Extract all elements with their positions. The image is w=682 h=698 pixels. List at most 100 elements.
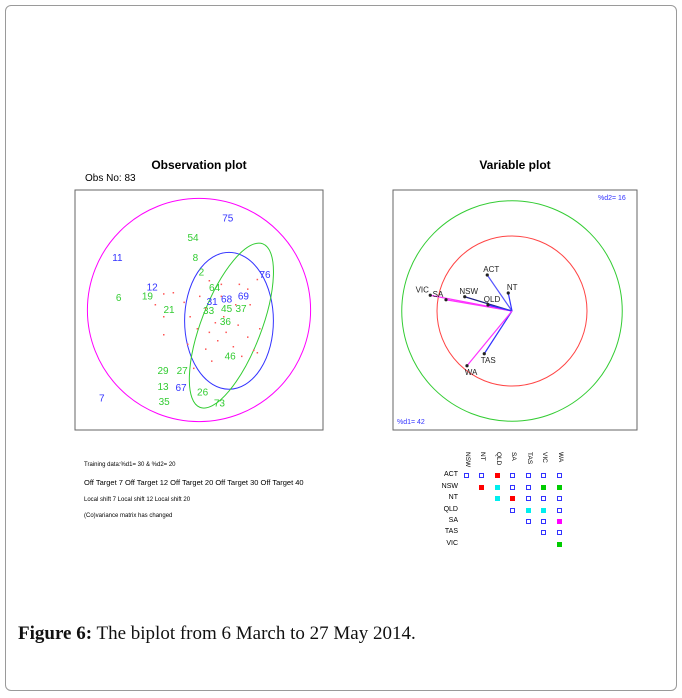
vector-label: NSW [459,287,478,296]
observation-point [247,336,249,338]
matrix-cell-green [557,485,562,490]
training-note: Training data:%d1= 30 & %d2= 20 [84,462,176,468]
matrix-col-label: NT [479,452,486,461]
vector-head [463,295,467,299]
observation-label: 69 [238,292,250,303]
observation-point [256,278,259,281]
observation-point [220,283,223,286]
matrix-cell-red [479,485,484,490]
vector-label: WA [465,368,478,377]
observation-point [205,307,207,310]
matrix-col-label: VIC [541,452,548,463]
d2-annotation: %d2= 16 [598,195,626,202]
vector-label: SA [433,290,444,299]
observation-point [232,346,235,348]
vector-head [465,364,469,368]
observation-point [225,331,227,334]
variable-plot-title: Variable plot [479,158,551,172]
matrix-cell-open [526,519,531,524]
matrix-cell-open [541,496,546,501]
observation-label: 12 [147,283,159,294]
matrix-col-label: SA [510,452,517,461]
matrix-cell-open [479,473,484,478]
matrix-row-label: QLD [443,506,458,513]
figure-caption: Figure 6: The biplot from 6 March to 27 … [18,623,416,645]
matrix-cell-open [464,473,469,478]
observation-point [256,352,259,354]
matrix-cell-open [526,496,531,501]
observation-label: 27 [177,366,189,377]
observation-point [187,343,189,346]
vector-label: QLD [484,295,501,304]
off-target-note: Off Target 7 Off Target 12 Off Target 20… [84,478,304,487]
observation-plot-box [74,189,324,431]
observation-point [237,324,239,326]
observation-point [205,348,207,350]
matrix-row-label: SA [448,517,458,524]
observation-point [220,295,223,298]
matrix-col-label: NSW [464,452,471,468]
observation-label: 37 [235,304,247,315]
vector-wa [466,310,513,367]
figure-frame [5,5,677,691]
vector-head [428,293,432,297]
observation-label: 31 [207,297,219,308]
matrix-cell-open [557,496,562,501]
vector-sa [445,299,513,312]
matrix-cell-cyan [495,496,500,501]
variable-plot-box [392,189,638,431]
matrix-col-label: QLD [495,452,502,466]
observation-point [163,334,165,336]
observation-point [235,304,237,306]
observation-point [154,304,157,306]
matrix-row-label: VIC [446,540,458,547]
observation-label: 64 [209,283,221,294]
observation-label: 8 [193,253,199,264]
observation-label: 2 [199,268,205,279]
observation-label: 73 [214,398,226,409]
matrix-cell-open [526,485,531,490]
matrix-cell-cyan [526,508,531,513]
matrix-cell-green [541,485,546,490]
observation-point [223,316,225,318]
d1-annotation: %d1= 42 [397,419,425,426]
matrix-cell-red [510,496,515,501]
matrix-cell-open [557,530,562,535]
observation-label: 75 [222,214,234,225]
matrix-cell-open [557,473,562,478]
observation-label: 6 [116,293,122,304]
observation-point [247,288,249,290]
observation-point [163,316,165,318]
observation-point [183,301,185,304]
observation-point [208,331,211,334]
confidence-ellipse-0 [184,251,274,390]
observation-label: 67 [175,383,187,394]
confidence-ellipse-1 [188,242,274,409]
observation-point [172,292,175,294]
vector-label: VIC [416,285,430,294]
observation-point [214,322,217,324]
matrix-cell-open [541,473,546,478]
covariance-note: (Co)variance matrix has changed [84,513,173,519]
vector-head [444,298,448,302]
matrix-cell-open [557,508,562,513]
caption-text: The biplot from 6 March to 27 May 2014. [92,623,416,644]
matrix-cell-green [557,542,562,547]
local-shift-note: Local shift 7 Local shift 12 Local shift… [84,497,191,503]
observation-label: 13 [157,382,169,393]
vector-act [486,274,513,312]
observation-label: 36 [220,317,232,328]
observation-label: 11 [112,253,123,264]
matrix-cell-magenta [557,519,562,524]
obs-count: Obs No: 83 [85,173,136,184]
observation-label: 54 [187,233,199,244]
observation-point [241,355,243,358]
matrix-row-label: NT [448,494,458,501]
observation-point [259,328,261,330]
vector-label: TAS [481,356,496,365]
vector-head [486,303,490,307]
observation-point [196,328,199,330]
